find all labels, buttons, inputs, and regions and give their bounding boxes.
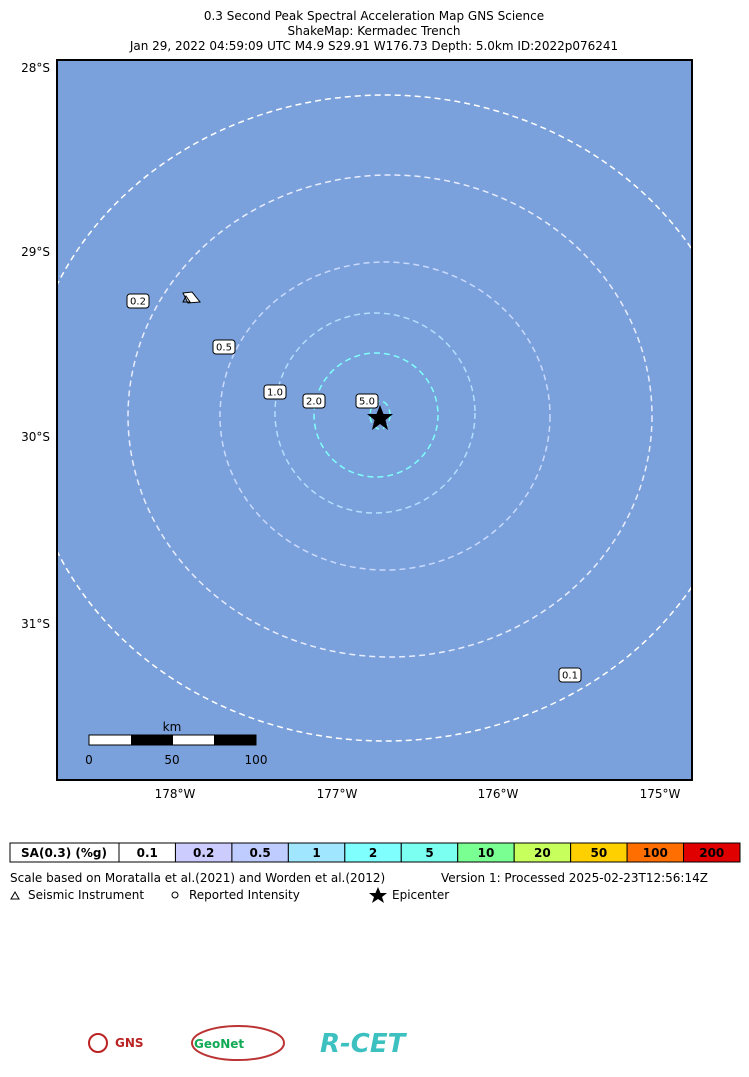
contour-label: 5.0 — [359, 397, 375, 408]
lon-label: 178°W — [155, 787, 196, 801]
legend-cell — [683, 842, 741, 863]
station — [182, 295, 191, 303]
version: Version 1: Processed 2025-02-23T12:56:14… — [441, 871, 708, 885]
legend-bin: 0.1 — [137, 846, 158, 860]
lat-label: 29°S — [21, 245, 50, 259]
logos: GNS GeoNet R-CET — [88, 1025, 408, 1061]
contour-label-box — [355, 393, 379, 409]
star-icon — [369, 887, 387, 903]
logo-geonet: GeoNet — [194, 1037, 244, 1051]
logo-gns: GNS — [115, 1036, 144, 1050]
scale-tick: 50 — [164, 753, 179, 767]
contour-label-box — [126, 293, 150, 309]
legend-bin: 20 — [534, 846, 551, 860]
lat-label: 28°S — [21, 61, 50, 75]
legend-bin: 10 — [478, 846, 495, 860]
scale-bar — [88, 734, 257, 746]
contour-label: 1.0 — [267, 388, 283, 399]
contour-label-box — [558, 667, 582, 683]
triangle-icon — [10, 890, 20, 900]
contours — [57, 94, 692, 742]
event: Jan 29, 2022 04:59:09 UTC M4.9 S29.91 W1… — [129, 39, 618, 53]
scale-tick: 0 — [85, 753, 93, 767]
lat-label: 30°S — [21, 430, 50, 444]
lon-label: 177°W — [317, 787, 358, 801]
note: Scale based on Moratalla et al.(2021) an… — [10, 871, 385, 885]
contour-label-box — [212, 339, 236, 355]
legend-epicenter: Epicenter — [392, 888, 449, 902]
contour-label: 0.2 — [130, 297, 146, 308]
legend-bin: 1 — [312, 846, 320, 860]
contour-label: 0.1 — [562, 671, 578, 682]
title: 0.3 Second Peak Spectral Acceleration Ma… — [204, 9, 544, 23]
legend-bin: 0.2 — [193, 846, 214, 860]
legend-instrument: Seismic Instrument — [28, 888, 144, 902]
epicenter — [367, 405, 393, 430]
contour-label: 0.5 — [216, 343, 232, 354]
contour-label-box — [263, 384, 287, 400]
legend-bin: 200 — [699, 846, 724, 860]
legend-bin: 2 — [369, 846, 377, 860]
contour-label-box — [302, 393, 326, 409]
legend-bin: 0.5 — [250, 846, 271, 860]
island — [182, 291, 201, 304]
legend-intensity: Reported Intensity — [189, 888, 300, 902]
map-frame — [56, 59, 693, 781]
legend-header: SA(0.3) (%g) — [21, 846, 107, 860]
legend-bin: 5 — [425, 846, 433, 860]
legend-bin: 100 — [643, 846, 668, 860]
legend-bin: 50 — [591, 846, 608, 860]
circle-icon — [171, 891, 179, 899]
logo-rcet: R-CET — [320, 1029, 408, 1059]
scale-unit: km — [163, 720, 182, 734]
lon-label: 175°W — [640, 787, 681, 801]
lat-label: 31°S — [21, 617, 50, 631]
contour-label: 2.0 — [306, 397, 322, 408]
subtitle: ShakeMap: Kermadec Trench — [288, 24, 461, 38]
scale-tick: 100 — [245, 753, 268, 767]
lon-label: 176°W — [478, 787, 519, 801]
